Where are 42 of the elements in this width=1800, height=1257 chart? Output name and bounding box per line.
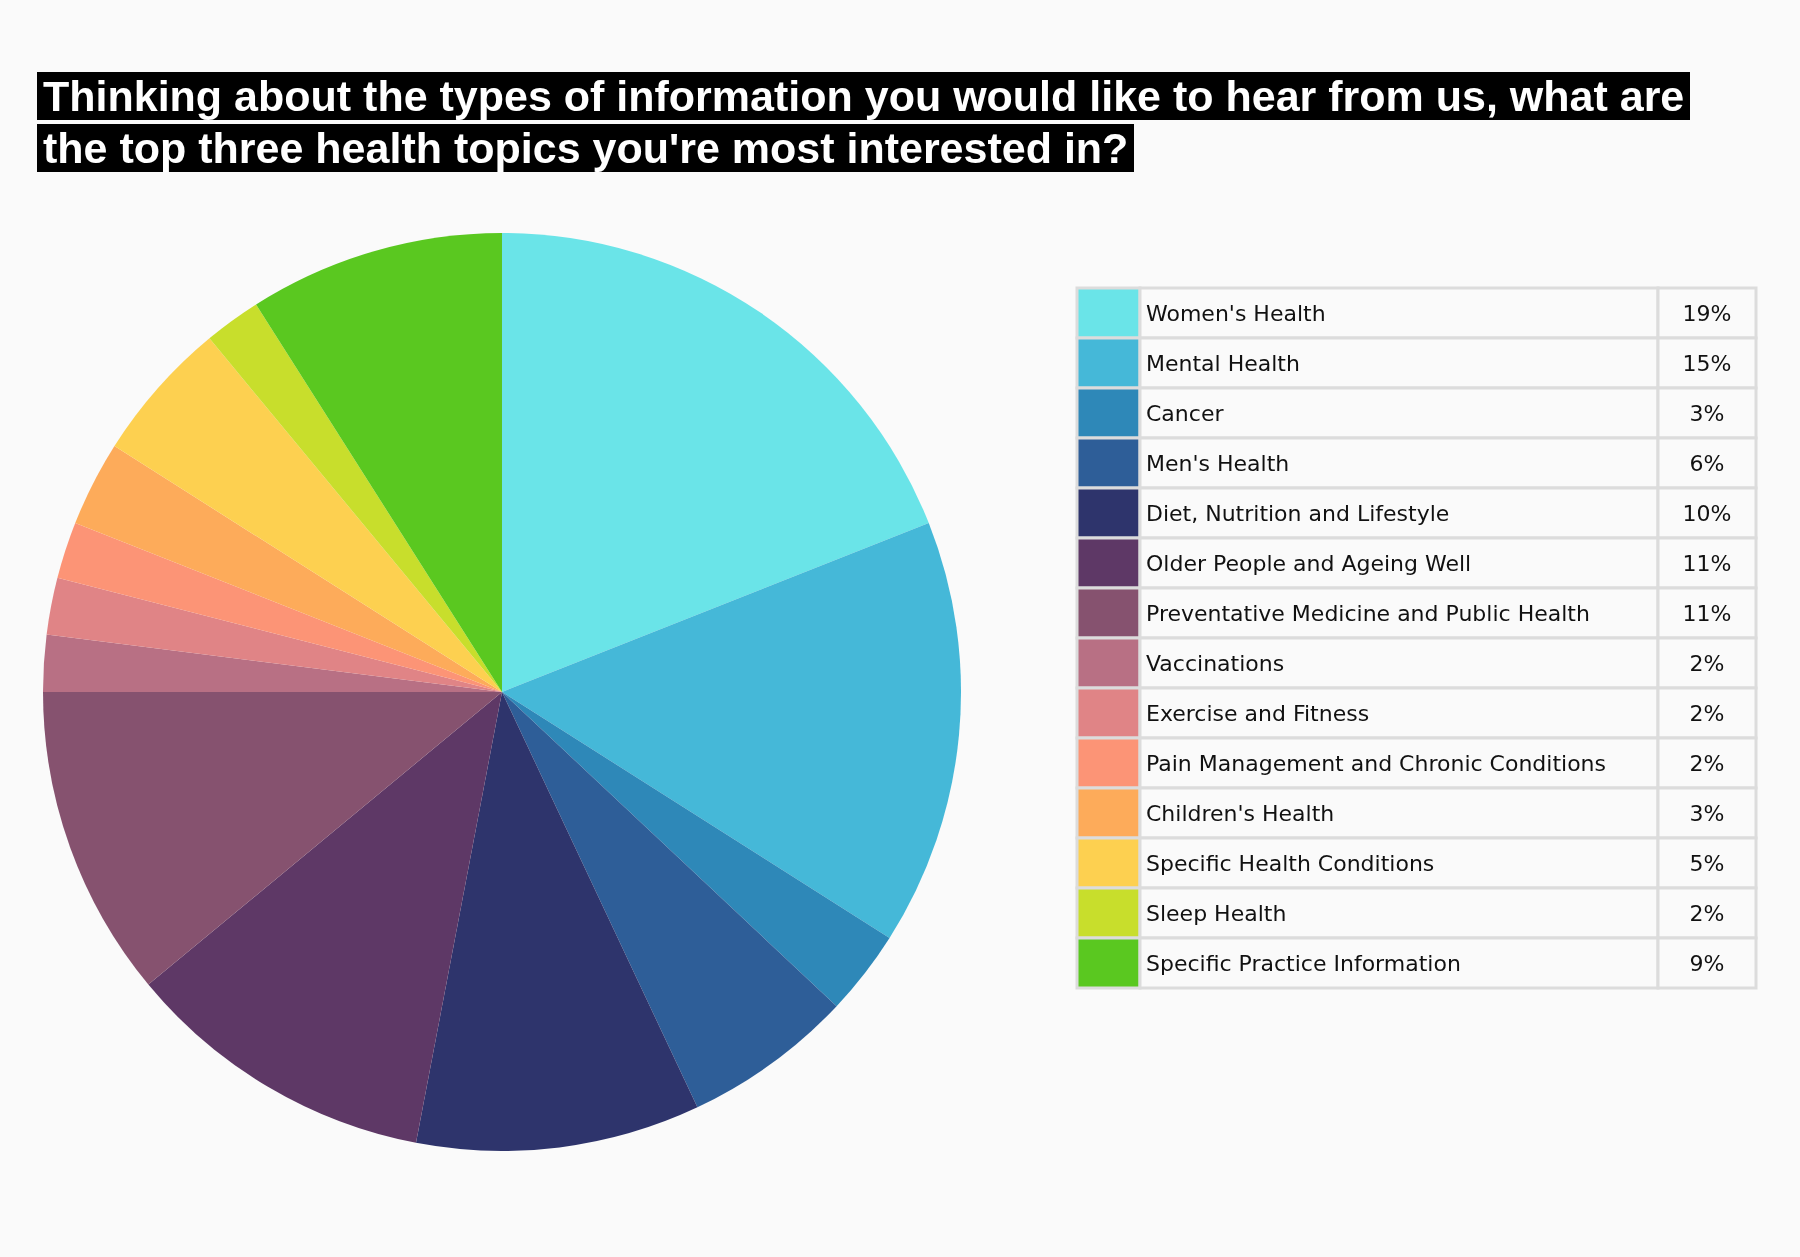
legend-label: Specific Health Conditions [1146,850,1435,876]
legend-label: Exercise and Fitness [1146,700,1370,726]
data-label: 3% [1689,400,1725,426]
pie-slice [75,446,502,692]
pie-slice [57,523,502,692]
data-label: 5% [1689,850,1725,876]
legend-label: Pain Management and Chronic Conditions [1146,750,1607,776]
pie-slice [502,692,837,1108]
pie-slice [502,233,929,692]
legend-label: Specific Practice Information [1146,950,1461,976]
pie-slice [209,304,502,692]
legend-label: Older People and Ageing Well [1146,550,1472,576]
legend-label: Women's Health [1146,300,1326,326]
legend-label: Cancer [1146,400,1225,426]
pie-slice [256,233,502,692]
legend-label: Diet, Nutrition and Lifestyle [1146,500,1450,526]
data-label: 10% [1682,500,1732,526]
legend-label: Children's Health [1146,800,1335,826]
legend-label: Sleep Health [1146,900,1287,926]
pie-slice [148,692,502,1143]
data-label: 2% [1689,900,1725,926]
data-label: 11% [1682,600,1732,626]
data-label: 9% [1689,950,1725,976]
data-label: 11% [1682,550,1732,576]
pie-slice [502,523,961,938]
data-label: 2% [1689,750,1725,776]
data-label: 19% [1682,300,1732,326]
chart-title: Thinking about the types of information you would like to hear from us, what are the top three health topics you're most interested in? [37,72,1691,172]
legend-label: Vaccinations [1146,650,1285,676]
data-label: 2% [1689,650,1725,676]
data-label: 2% [1689,700,1725,726]
data-label: 15% [1682,350,1732,376]
data-label: 6% [1689,450,1725,476]
pie-slice [415,692,698,1151]
data-label: 3% [1689,800,1725,826]
legend-label: Preventative Medicine and Public Health [1146,600,1590,626]
pie-slice [46,577,502,692]
pie-slice [43,692,502,985]
pie-slice [502,692,890,1007]
pie-slice [114,338,502,692]
legend-label: Men's Health [1146,450,1290,476]
legend-label: Mental Health [1146,350,1300,376]
